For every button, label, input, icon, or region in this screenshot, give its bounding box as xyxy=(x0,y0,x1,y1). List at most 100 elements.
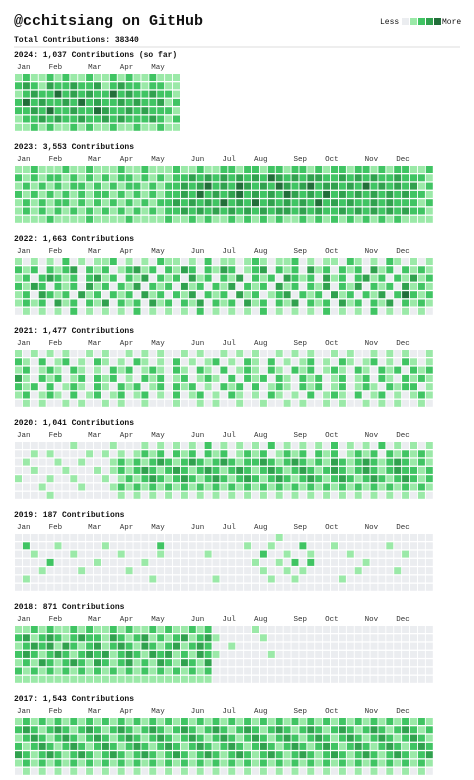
contribution-cell xyxy=(109,358,117,366)
contribution-cell xyxy=(386,675,394,683)
contribution-cell xyxy=(259,274,267,282)
contribution-cell xyxy=(220,350,228,357)
contribution-cell xyxy=(30,466,38,474)
contribution-cell xyxy=(157,350,165,357)
contribution-cell xyxy=(331,307,338,315)
contribution-cell xyxy=(370,567,378,575)
contribution-cell xyxy=(54,458,62,466)
contribution-cell xyxy=(180,291,188,299)
contribution-cell xyxy=(236,626,244,633)
contribution-cell xyxy=(165,442,173,449)
contribution-cell xyxy=(315,751,323,759)
contribution-cell xyxy=(402,307,410,315)
contribution-cell xyxy=(338,274,346,282)
contribution-cell xyxy=(362,450,370,458)
contribution-cell xyxy=(15,358,22,366)
contribution-cell xyxy=(236,190,244,198)
contribution-cell xyxy=(149,82,157,90)
contribution-cell xyxy=(15,634,22,642)
contribution-cell xyxy=(109,450,117,458)
contribution-cell xyxy=(149,107,157,115)
contribution-cell xyxy=(70,751,78,759)
legend-swatch xyxy=(418,18,425,25)
contribution-cell xyxy=(220,391,228,399)
contribution-cell xyxy=(267,174,275,182)
contribution-cell xyxy=(54,174,62,182)
contribution-cell xyxy=(15,291,22,299)
contribution-cell xyxy=(236,475,244,483)
contribution-cell xyxy=(141,466,149,474)
contribution-cell xyxy=(275,491,283,499)
contribution-cell xyxy=(157,123,165,131)
contribution-cell xyxy=(283,450,291,458)
contribution-cell xyxy=(62,659,70,667)
contribution-cell xyxy=(70,98,78,106)
contribution-cell xyxy=(101,207,109,215)
contribution-cell xyxy=(323,759,331,767)
contribution-cell xyxy=(141,207,149,215)
contribution-cell xyxy=(46,491,54,499)
contribution-cell xyxy=(94,207,101,215)
contribution-cell xyxy=(173,759,180,767)
contribution-cell xyxy=(267,550,275,558)
contribution-cell xyxy=(283,299,291,307)
contribution-cell xyxy=(117,659,125,667)
contribution-cell xyxy=(283,215,291,223)
contribution-cell xyxy=(70,466,78,474)
contribution-cell xyxy=(410,634,417,642)
contribution-cell xyxy=(15,675,22,683)
contribution-cell xyxy=(117,391,125,399)
contribution-cell xyxy=(165,483,173,491)
year-title: 2018: 871 Contributions xyxy=(14,603,125,612)
contribution-cell xyxy=(220,734,228,742)
contribution-cell xyxy=(402,350,410,357)
contribution-cell xyxy=(236,759,244,767)
contribution-cell xyxy=(165,626,173,633)
contribution-cell xyxy=(196,667,204,675)
contribution-cell xyxy=(15,258,22,265)
contribution-cell xyxy=(196,583,204,591)
contribution-cell xyxy=(315,358,323,366)
contribution-cell xyxy=(196,190,204,198)
contribution-cell xyxy=(362,307,370,315)
contribution-cell xyxy=(236,466,244,474)
contribution-cell xyxy=(180,207,188,215)
month-label: Mar xyxy=(88,432,102,440)
contribution-cell xyxy=(70,642,78,650)
contribution-cell xyxy=(133,767,141,775)
contribution-cell xyxy=(307,759,315,767)
contribution-cell xyxy=(370,383,378,391)
contribution-cell xyxy=(386,534,394,541)
contribution-cell xyxy=(410,291,417,299)
contribution-cell xyxy=(30,667,38,675)
contribution-cell xyxy=(204,199,212,207)
contribution-cell xyxy=(307,258,315,265)
contribution-cell xyxy=(46,107,54,115)
contribution-cell xyxy=(378,166,386,173)
contribution-cell xyxy=(54,358,62,366)
contribution-cell xyxy=(307,718,315,725)
contribution-cell xyxy=(338,358,346,366)
contribution-cell xyxy=(378,634,386,642)
contribution-cell xyxy=(252,650,259,658)
contribution-cell xyxy=(252,483,259,491)
contribution-cell xyxy=(267,266,275,274)
contribution-cell xyxy=(417,642,425,650)
contribution-cell xyxy=(252,274,259,282)
contribution-cell xyxy=(133,74,141,81)
contribution-cell xyxy=(354,642,362,650)
contribution-cell xyxy=(220,542,228,550)
contribution-cell xyxy=(417,450,425,458)
contribution-cell xyxy=(323,483,331,491)
contribution-cell xyxy=(157,215,165,223)
contribution-cell xyxy=(188,718,196,725)
contribution-cell xyxy=(315,726,323,734)
contribution-cell xyxy=(173,650,180,658)
contribution-cell xyxy=(117,550,125,558)
contribution-cell xyxy=(204,350,212,357)
contribution-cell xyxy=(30,98,38,106)
contribution-cell xyxy=(78,642,86,650)
contribution-cell xyxy=(212,450,220,458)
contribution-cell xyxy=(402,718,410,725)
